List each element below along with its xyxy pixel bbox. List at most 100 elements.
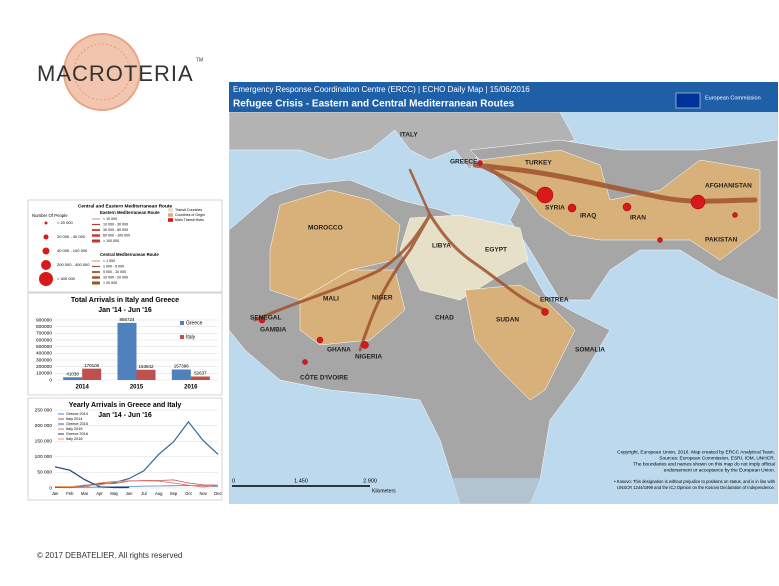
area-swatch (168, 208, 173, 212)
value-label: 170100 (84, 363, 100, 368)
chart-title: Yearly Arrivals in Greece and Italy (69, 402, 182, 409)
country-label: SYRIA (545, 205, 565, 212)
hub (536, 186, 554, 204)
line (54, 466, 130, 489)
origin-asia (479, 149, 761, 261)
country-label: SOMALIA (575, 347, 605, 354)
logo-ring (73, 43, 131, 101)
origin-maghreb (269, 189, 401, 301)
chart-subtitle: Jan '14 - Jun '16 (98, 307, 152, 314)
x-tick-label: Mar (81, 491, 89, 496)
legend-label: Italy (186, 334, 196, 340)
x-tick-label: May (110, 491, 119, 496)
map-header-text: Emergency Response Coordination Centre (… (233, 85, 530, 94)
route-title: Eastern Mediterranean Route (100, 210, 160, 215)
route-label: > 20 000 (103, 281, 117, 285)
size-swatch (39, 272, 53, 286)
y-tick-label: 100 000 (35, 454, 53, 460)
x-tick-label: 2015 (130, 385, 144, 391)
value-label: 41038 (66, 371, 79, 376)
country-label: NIGER (372, 295, 393, 302)
country-label: CHAD (435, 315, 454, 322)
y-tick-label: 250 000 (35, 407, 53, 413)
country-label: EGYPT (485, 247, 507, 254)
country-label: SENEGAL (250, 315, 281, 322)
hub (567, 203, 577, 213)
map-title: Refugee Crisis - Eastern and Central Med… (233, 99, 515, 110)
country-label: PAKISTAN (705, 237, 738, 244)
route-label: 30 000 - 60 000 (103, 228, 128, 232)
bar (171, 369, 191, 380)
size-label: < 20 000 (57, 220, 73, 225)
logo-text: MACROTERIA (37, 61, 194, 86)
legend-label: Italy 2014 (66, 417, 82, 421)
chart-title: Total Arrivals in Italy and Greece (71, 297, 179, 304)
country-label: MOROCCO (308, 225, 343, 232)
legend-label: Greece 2015 (66, 422, 88, 426)
hub (732, 212, 738, 218)
copyright: endorsement or acceptance by the Europea… (664, 467, 775, 473)
route-title: Central Mediterranean Route (100, 252, 159, 257)
country-label: IRAN (630, 215, 646, 222)
route-sea (408, 168, 432, 217)
route-label: 10 000 - 30 000 (103, 222, 128, 226)
country-label: TURKEY (525, 160, 552, 167)
legend-panel (27, 199, 223, 293)
x-tick-label: Dec (214, 491, 221, 496)
logo-circle (63, 33, 141, 111)
hub (657, 237, 663, 243)
size-label: 40 000 - 100 000 (57, 248, 88, 253)
line (54, 420, 219, 488)
value-label: 856724 (119, 317, 135, 322)
y-tick-label: 900000 (36, 317, 52, 323)
hub (622, 202, 632, 212)
country-label: IRAQ (580, 213, 596, 220)
x-tick-label: Apr (96, 491, 103, 496)
route-nigeria (358, 213, 432, 352)
route-label: 10 000 - 20 000 (103, 275, 128, 279)
country-label: ITALY (400, 132, 418, 139)
legend-title: Central and Eastern Mediterranean Route (78, 203, 173, 209)
route-label: > 100 000 (103, 239, 119, 243)
legend-size-header: Number Of People (32, 213, 68, 218)
hub (302, 359, 308, 365)
hub (316, 336, 324, 344)
x-tick-label: Feb (66, 491, 74, 496)
note: UNSCR 1244/1999 and the ICJ Opinion on t… (617, 485, 775, 490)
country-label: GHANA (327, 347, 351, 354)
route-horn (428, 213, 547, 312)
y-tick-label: 600000 (36, 337, 52, 343)
size-swatch (41, 260, 51, 270)
area-label: Countries of Origin (175, 213, 205, 217)
emblem: European Commission (705, 95, 761, 101)
country-label: CÔTE D'IVOIRE (300, 373, 349, 382)
x-tick-label: Sep (170, 491, 178, 496)
route-label: < 10 000 (103, 217, 117, 221)
value-label: 157396 (174, 364, 190, 369)
country-label: NIGERIA (355, 354, 382, 361)
x-tick-label: Nov (199, 491, 207, 496)
x-tick-label: Oct (185, 491, 192, 496)
copyright: Copyright, European Union, 2016. Map cre… (617, 449, 775, 455)
transit-libya-egypt (399, 214, 529, 301)
origin-sahel (299, 269, 406, 346)
scale-unit: Kilometers (372, 488, 396, 494)
footer: © 2017 DEBATELIER. All rights reserved (37, 551, 182, 560)
legend-label: Greece (186, 320, 203, 326)
route-label: < 1 000 (103, 259, 115, 263)
country-label: LIBYA (432, 243, 451, 250)
route-label: 60 000 - 100 000 (103, 233, 130, 237)
y-tick-label: 700000 (36, 331, 52, 337)
bar (82, 368, 102, 380)
map: Emergency Response Coordination Centre (… (228, 82, 779, 505)
logo: MACROTERIA TM (37, 33, 203, 111)
legend-label: Italy 2015 (66, 427, 82, 431)
x-tick-label: Aug (155, 491, 163, 496)
country-label: GREECE (450, 159, 478, 166)
area-label: Transit Countries (175, 208, 202, 212)
y-tick-label: 800000 (36, 324, 52, 330)
country-label: SUDAN (496, 317, 519, 324)
legend-swatch (180, 321, 184, 325)
legend-swatch (180, 335, 184, 339)
